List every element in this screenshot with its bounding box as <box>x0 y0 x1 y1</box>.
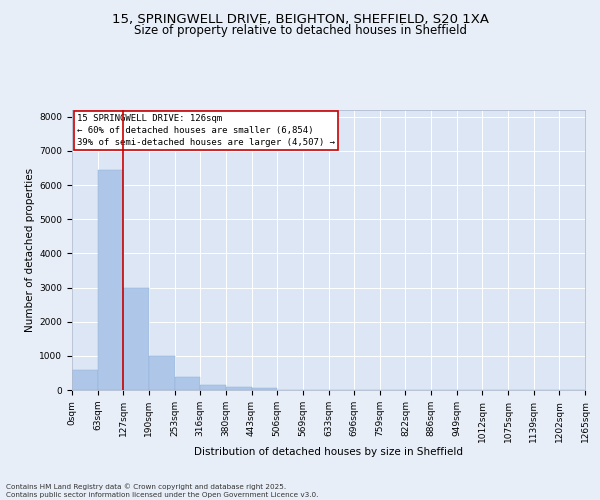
Y-axis label: Number of detached properties: Number of detached properties <box>25 168 35 332</box>
Bar <box>124 288 149 390</box>
Text: Contains HM Land Registry data © Crown copyright and database right 2025.
Contai: Contains HM Land Registry data © Crown c… <box>6 484 319 498</box>
Bar <box>72 370 98 390</box>
Bar <box>98 170 124 390</box>
Bar <box>251 388 277 390</box>
Bar <box>175 377 200 390</box>
X-axis label: Distribution of detached houses by size in Sheffield: Distribution of detached houses by size … <box>194 448 463 458</box>
Bar <box>200 384 226 390</box>
Bar <box>149 356 175 390</box>
Text: 15 SPRINGWELL DRIVE: 126sqm
← 60% of detached houses are smaller (6,854)
39% of : 15 SPRINGWELL DRIVE: 126sqm ← 60% of det… <box>77 114 335 147</box>
Bar <box>226 388 251 390</box>
Text: 15, SPRINGWELL DRIVE, BEIGHTON, SHEFFIELD, S20 1XA: 15, SPRINGWELL DRIVE, BEIGHTON, SHEFFIEL… <box>112 12 488 26</box>
Text: Size of property relative to detached houses in Sheffield: Size of property relative to detached ho… <box>133 24 467 37</box>
